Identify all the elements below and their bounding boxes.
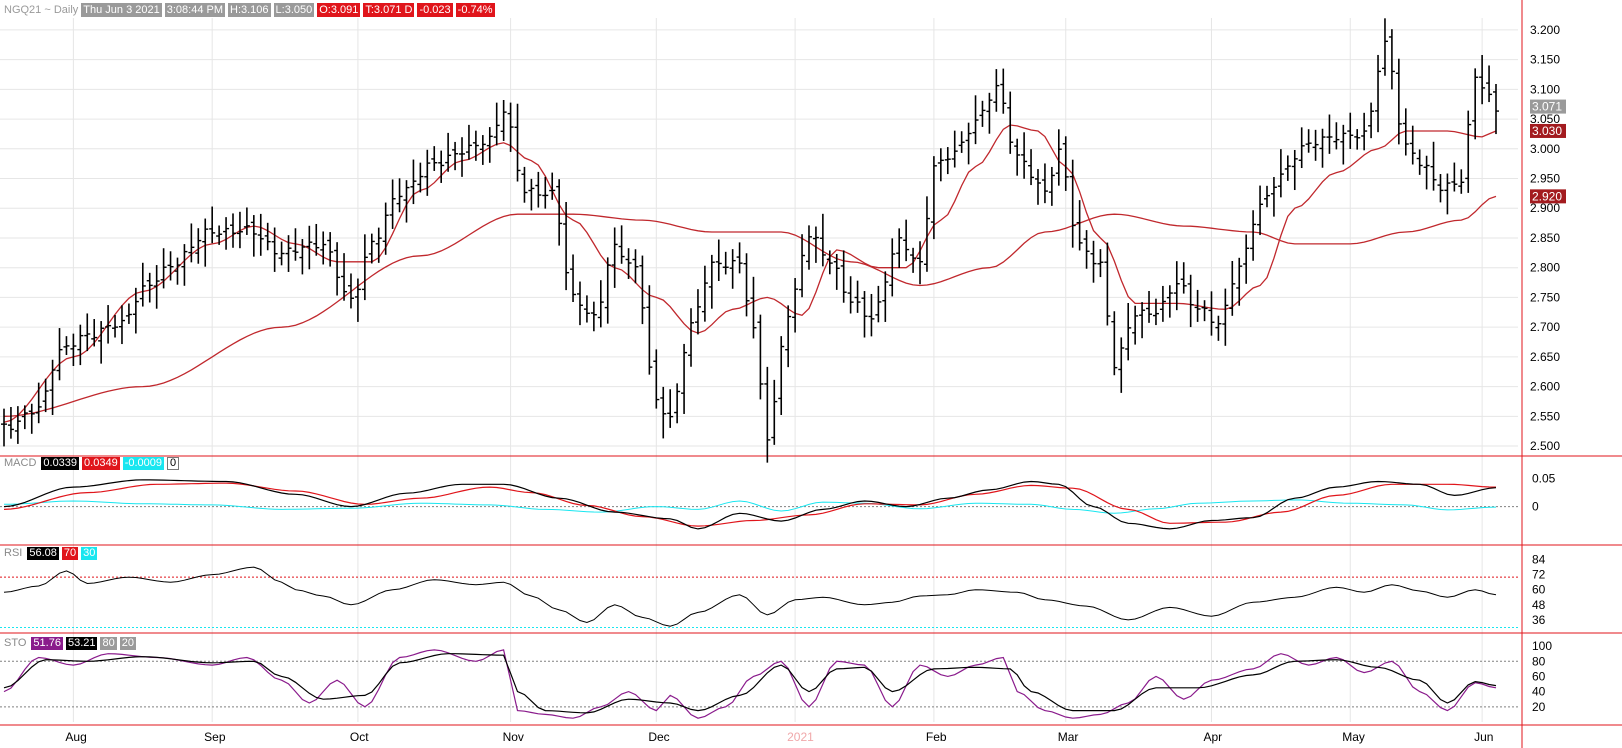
rsi-lower-value: 30 — [81, 547, 98, 560]
time-tick-label: 2021 — [787, 730, 814, 744]
sto-legend: STO 51.76 53.21 80 20 — [4, 637, 136, 650]
rsi-tick-label: 72 — [1532, 568, 1546, 582]
time-tick-label: Apr — [1203, 730, 1222, 744]
time-tick-label: Mar — [1058, 730, 1079, 744]
price-tick-label: 2.650 — [1530, 350, 1560, 364]
price-tick-label: 2.700 — [1530, 320, 1560, 334]
price-tick-label: 2.550 — [1530, 409, 1560, 423]
sto-tick-label: 20 — [1532, 700, 1546, 714]
price-tick-label: 2.900 — [1530, 201, 1560, 215]
macd-zero-value: 0 — [167, 457, 180, 470]
macd-value: 0.0339 — [41, 457, 80, 470]
last-label: T:3.071 D — [363, 3, 415, 17]
ma-long-tag: 2.920 — [1532, 189, 1562, 203]
macd-name: MACD — [4, 457, 37, 469]
price-bars — [1, 18, 1499, 463]
time-tick-label: Feb — [926, 730, 947, 744]
price-tick-label: 3.150 — [1530, 53, 1560, 67]
rsi-upper-value: 70 — [61, 547, 79, 560]
macd-signal-value: 0.0349 — [82, 457, 120, 470]
change-label: -0.023 — [417, 3, 453, 17]
sto-tick-label: 100 — [1532, 639, 1552, 653]
price-tick-label: 3.050 — [1530, 112, 1560, 126]
ma-short-tag-bg — [1530, 123, 1566, 138]
time-tick-label: Jun — [1474, 730, 1493, 744]
long-moving-average-line — [3, 195, 1497, 417]
sto-k-value: 51.76 — [31, 637, 63, 650]
symbol-label: NGQ21 ~ Daily — [4, 4, 79, 16]
price-tick-label: 2.800 — [1530, 261, 1560, 275]
change-pct-label: -0.74% — [455, 3, 495, 17]
sto-upper-value: 80 — [100, 637, 117, 650]
price-axis: 2.500 2.550 2.600 2.650 2.700 2.750 2.800 2.850… — [1530, 23, 1566, 714]
time-tick-label: Aug — [65, 730, 86, 744]
time-tick-label: Sep — [204, 730, 226, 744]
macd-line — [3, 479, 1497, 530]
sto-d-line — [3, 653, 1497, 714]
low-label: L:3.050 — [273, 3, 315, 17]
open-label: O:3.091 — [317, 3, 361, 17]
macd-histogram-line — [3, 499, 1497, 514]
rsi-value: 56.08 — [27, 547, 59, 560]
rsi-tick-label: 48 — [1532, 598, 1546, 612]
price-tick-label: 3.000 — [1530, 142, 1560, 156]
rsi-tick-label: 60 — [1532, 583, 1546, 597]
short-moving-average-line — [3, 124, 1497, 423]
sto-name: STO — [4, 637, 27, 649]
high-label: H:3.106 — [228, 3, 271, 17]
sto-lower-value: 20 — [119, 637, 136, 650]
rsi-legend: RSI 56.08 70 30 — [4, 547, 98, 560]
ma-short-tag: 3.030 — [1532, 124, 1562, 138]
time-label: 3:08:44 PM — [164, 3, 225, 17]
time-tick-label: Oct — [350, 730, 369, 744]
sto-k-line — [3, 649, 1497, 719]
last-price-tag-bg — [1530, 99, 1566, 114]
rsi-tick-label: 36 — [1532, 613, 1546, 627]
time-tick-label: May — [1342, 730, 1365, 744]
grid-lines — [0, 18, 1518, 722]
time-tick-label: Nov — [503, 730, 524, 744]
chart-header: NGQ21 ~ Daily Thu Jun 3 2021 3:08:44 PM … — [4, 3, 495, 17]
last-price-tag: 3.071 — [1532, 100, 1562, 114]
sto-tick-label: 80 — [1532, 654, 1546, 668]
macd-tick-label: 0 — [1532, 500, 1539, 514]
rsi-line — [3, 566, 1497, 627]
price-tick-label: 2.500 — [1530, 439, 1560, 453]
macd-legend: MACD 0.0339 0.0349 -0.0009 0 — [4, 457, 180, 470]
price-tick-label: 2.850 — [1530, 231, 1560, 245]
price-tick-label: 2.950 — [1530, 172, 1560, 186]
price-tick-label: 2.750 — [1530, 290, 1560, 304]
date-label: Thu Jun 3 2021 — [81, 3, 162, 17]
indicator-lines — [0, 479, 1518, 719]
rsi-tick-label: 84 — [1532, 553, 1546, 567]
time-axis: Aug Sep Oct Nov Dec 2021 Feb Mar Apr May Jun — [65, 730, 1493, 744]
rsi-name: RSI — [4, 547, 23, 559]
price-tick-label: 2.600 — [1530, 380, 1560, 394]
price-tick-label: 3.200 — [1530, 23, 1560, 37]
ma-long-tag-bg — [1530, 189, 1566, 204]
moving-averages — [3, 124, 1497, 423]
sto-tick-label: 40 — [1532, 685, 1546, 699]
macd-histogram-value: -0.0009 — [122, 457, 165, 470]
sto-d-value: 53.21 — [65, 637, 98, 650]
price-tick-label: 3.100 — [1530, 82, 1560, 96]
macd-signal-line — [3, 482, 1497, 527]
time-tick-label: Dec — [648, 730, 669, 744]
sto-tick-label: 60 — [1532, 669, 1546, 683]
macd-tick-label: 0.05 — [1532, 472, 1556, 486]
